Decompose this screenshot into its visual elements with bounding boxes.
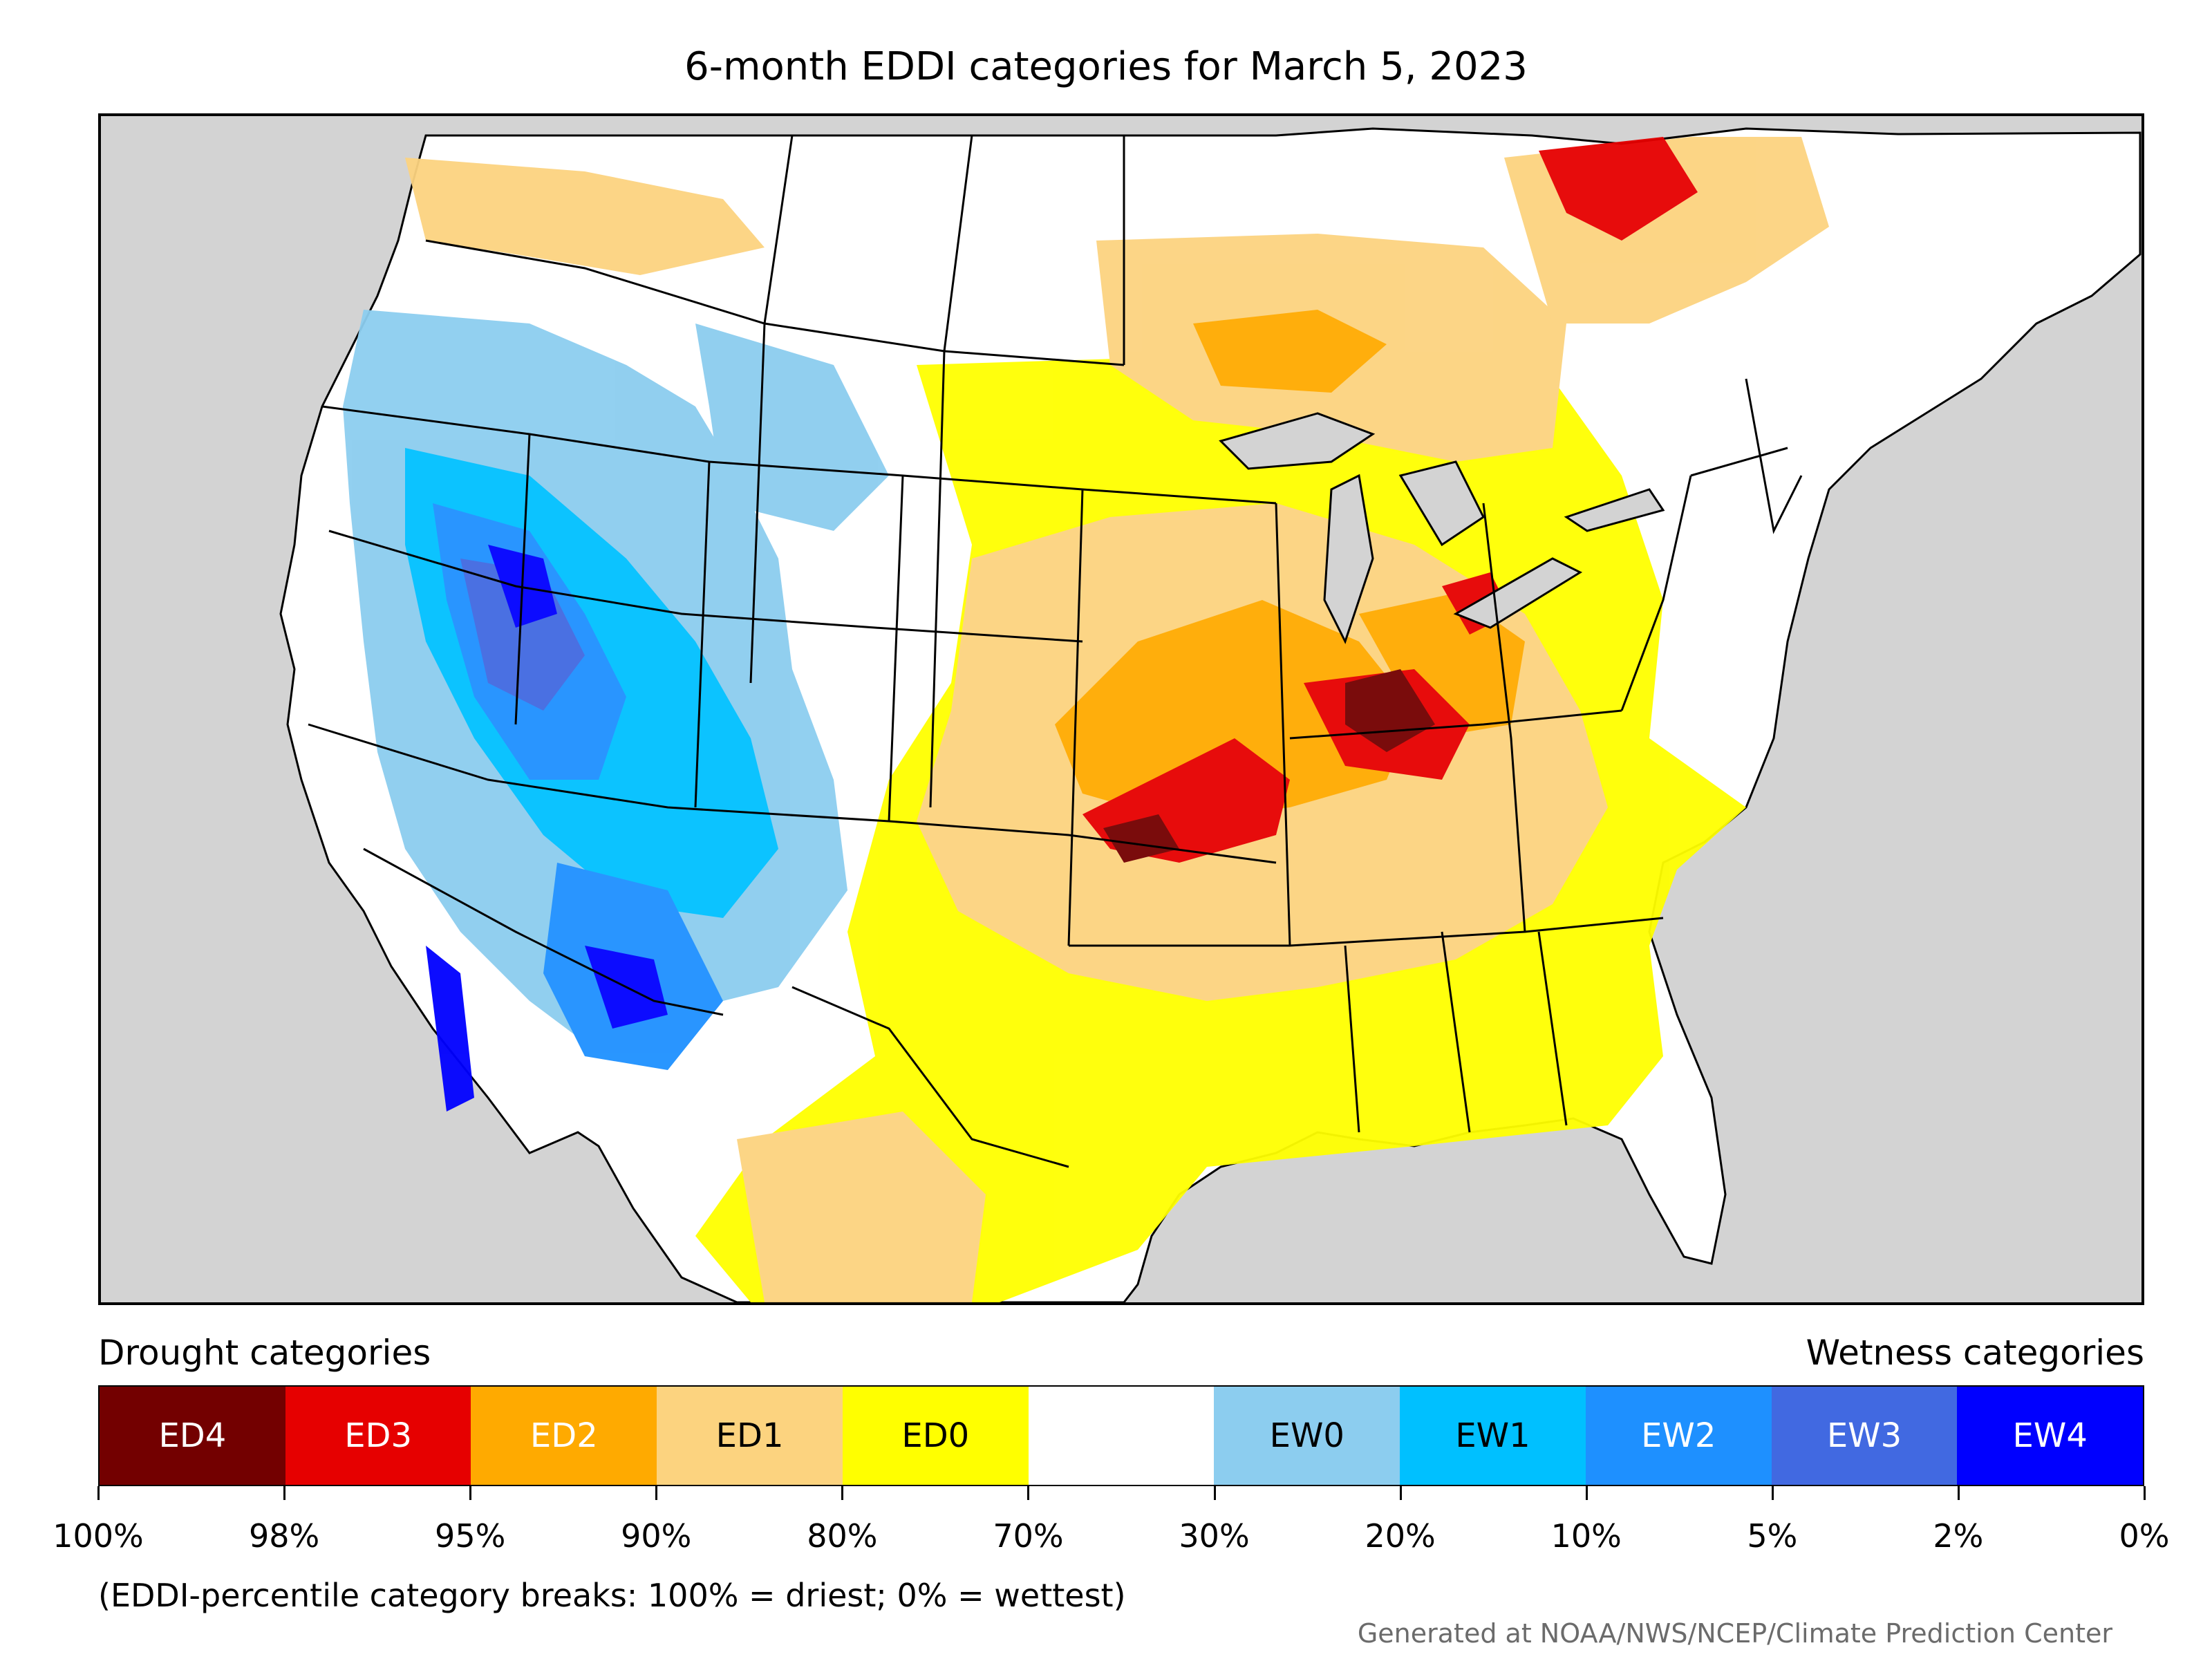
legend-cell-neutral [1028,1387,1215,1485]
legend-tick-mark [655,1486,658,1500]
legend-tick-mark [1399,1486,1402,1500]
legend-tick-mark [1771,1486,1774,1500]
legend-tick-mark [1213,1486,1216,1500]
legend-tick-mark [1027,1486,1030,1500]
great-lakes [1219,412,1665,644]
legend-cell-ew4: EW4 [1957,1387,2144,1485]
credit-line: Generated at NOAA/NWS/NCEP/Climate Predi… [1357,1618,2112,1649]
legend-cell-ew3: EW3 [1771,1387,1958,1485]
map-title: 6-month EDDI categories for March 5, 202… [684,44,1528,89]
legend-tick-mark [97,1486,100,1500]
drought-regions [405,137,1829,1302]
legend-tick-label: 80% [807,1517,878,1555]
category-note: (EDDI-percentile category breaks: 100% =… [98,1577,1126,1614]
eddi-map [98,113,2144,1305]
wetness-regions [343,310,889,1112]
legend-colorbar: ED4 ED3 ED2 ED1 ED0 EW0 EW1 EW2 EW3 EW4 [98,1385,2144,1486]
legend-cell-ed0: ED0 [842,1387,1029,1485]
legend-tick-label: 10% [1550,1517,1622,1555]
legend-tick-label: 0% [2119,1517,2170,1555]
legend-cell-ed4: ED4 [100,1387,285,1485]
legend-cell-ew2: EW2 [1585,1387,1772,1485]
legend-tick-label: 90% [621,1517,692,1555]
legend-cell-ed2: ED2 [471,1387,657,1485]
legend-tick-label: 2% [1933,1517,1984,1555]
legend-tick-label: 100% [53,1517,144,1555]
wetness-categories-heading: Wetness categories [1806,1333,2144,1373]
legend-cell-ew1: EW1 [1400,1387,1586,1485]
legend-cell-ed1: ED1 [657,1387,843,1485]
map-canvas [279,127,2141,1302]
legend-tick-label: 30% [1179,1517,1250,1555]
legend-tick-label: 5% [1747,1517,1798,1555]
legend-tick-mark [841,1486,844,1500]
legend-tick-mark [469,1486,472,1500]
drought-categories-heading: Drought categories [98,1333,431,1373]
legend-ticks: 100% 98% 95% 90% 80% 70% 30% 20% 10% 5% 2% 0% [53,1486,2169,1555]
legend-tick-label: 20% [1365,1517,1436,1555]
legend-tick-mark [2144,1486,2146,1500]
legend-tick-mark [1585,1486,1588,1500]
legend-cell-ew0: EW0 [1214,1387,1400,1485]
legend-tick-label: 70% [993,1517,1064,1555]
legend-cell-ed3: ED3 [285,1387,471,1485]
legend-tick-mark [1957,1486,1960,1500]
state-boundaries [308,135,1803,1168]
legend-tick-mark [283,1486,286,1500]
legend-tick-label: 98% [248,1517,320,1555]
legend-tick-label: 95% [435,1517,506,1555]
